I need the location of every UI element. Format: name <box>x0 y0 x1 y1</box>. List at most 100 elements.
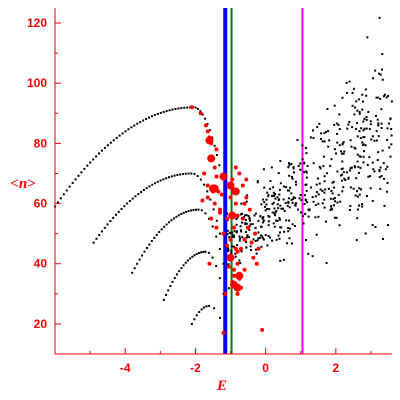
point-branch-3 <box>211 256 214 259</box>
point-cloud <box>278 217 281 220</box>
point-cloud <box>324 188 327 191</box>
point-cloud <box>334 200 337 203</box>
point-branch-1 <box>126 202 129 205</box>
point-cloud <box>383 204 386 207</box>
red-point-large <box>205 136 214 145</box>
point-cloud <box>333 123 336 126</box>
point-branch-1 <box>154 182 157 185</box>
point-cloud <box>329 164 332 167</box>
point-branch-0 <box>86 164 89 167</box>
point-cloud <box>296 139 299 142</box>
point-cloud <box>354 147 357 150</box>
point-branch-1 <box>128 200 131 203</box>
point-cloud <box>251 223 254 226</box>
point-branch-0 <box>168 109 171 112</box>
red-point <box>205 129 210 134</box>
point-cloud <box>341 173 344 176</box>
point-branch-0 <box>213 144 216 147</box>
point-cloud <box>246 234 249 237</box>
point-cloud <box>290 198 293 201</box>
point-cloud <box>305 176 308 179</box>
point-branch-4 <box>218 316 221 319</box>
point-cloud <box>233 245 236 248</box>
x-tick-label: -4 <box>120 361 131 375</box>
point-cloud <box>327 145 330 148</box>
point-cloud <box>266 244 269 247</box>
point-branch-2 <box>165 223 168 226</box>
point-cloud <box>367 175 370 178</box>
point-cloud <box>349 204 352 207</box>
point-branch-0 <box>95 155 98 158</box>
point-cloud <box>341 96 344 99</box>
point-cloud <box>378 72 381 75</box>
point-cloud <box>332 180 335 183</box>
point-cloud <box>343 150 346 153</box>
point-cloud <box>318 122 321 125</box>
point-cloud <box>317 193 320 196</box>
point-cloud <box>256 180 259 183</box>
point-cloud <box>275 238 278 241</box>
point-cloud <box>366 194 369 197</box>
point-cloud <box>261 237 264 240</box>
point-cloud <box>362 100 365 103</box>
point-cloud <box>255 252 258 255</box>
point-cloud <box>238 239 241 242</box>
point-cloud <box>318 165 321 168</box>
point-branch-3 <box>215 265 218 268</box>
point-cloud <box>302 171 305 174</box>
point-cloud <box>288 174 291 177</box>
point-cloud <box>291 201 294 204</box>
point-cloud <box>379 166 382 169</box>
point-cloud <box>287 166 290 169</box>
point-cloud <box>311 196 314 199</box>
red-points <box>189 105 265 335</box>
point-branch-0 <box>80 171 83 174</box>
point-branch-0 <box>180 107 183 110</box>
red-point <box>226 264 231 269</box>
point-cloud <box>320 137 323 140</box>
point-branch-0 <box>201 113 204 116</box>
point-cloud <box>382 95 385 98</box>
point-branch-0 <box>148 116 151 119</box>
point-cloud <box>326 107 329 110</box>
point-branch-2 <box>133 267 136 270</box>
point-cloud <box>371 161 374 164</box>
point-branch-3 <box>171 280 174 283</box>
point-cloud <box>352 87 355 90</box>
point-cloud <box>245 222 248 225</box>
point-branch-4 <box>213 307 216 310</box>
point-cloud <box>235 217 238 220</box>
point-branch-2 <box>187 210 190 213</box>
point-cloud <box>305 199 308 202</box>
point-branch-2 <box>200 209 203 212</box>
point-cloud <box>263 201 266 204</box>
point-branch-0 <box>204 117 207 120</box>
point-branch-1 <box>173 174 176 177</box>
point-cloud <box>359 155 362 158</box>
red-point-large <box>207 154 216 163</box>
point-cloud <box>235 231 238 234</box>
y-axis-title: <n> <box>10 176 36 192</box>
point-cloud <box>234 255 237 258</box>
point-branch-1 <box>179 173 182 176</box>
point-branch-0 <box>139 121 142 124</box>
point-branch-2 <box>138 258 141 261</box>
point-cloud <box>375 96 378 99</box>
point-cloud <box>314 195 317 198</box>
point-cloud <box>299 168 302 171</box>
point-branch-2 <box>185 210 188 213</box>
point-cloud <box>244 214 247 217</box>
point-cloud <box>376 96 379 99</box>
point-cloud <box>307 252 310 255</box>
point-cloud <box>386 181 389 184</box>
point-cloud <box>365 118 368 121</box>
point-cloud <box>355 190 358 193</box>
point-cloud <box>311 255 314 258</box>
point-cloud <box>333 216 336 219</box>
point-branch-2 <box>194 208 197 211</box>
point-cloud <box>337 193 340 196</box>
point-cloud <box>371 199 374 202</box>
red-point-large <box>226 181 235 190</box>
point-cloud <box>386 138 389 141</box>
point-cloud <box>338 144 341 147</box>
